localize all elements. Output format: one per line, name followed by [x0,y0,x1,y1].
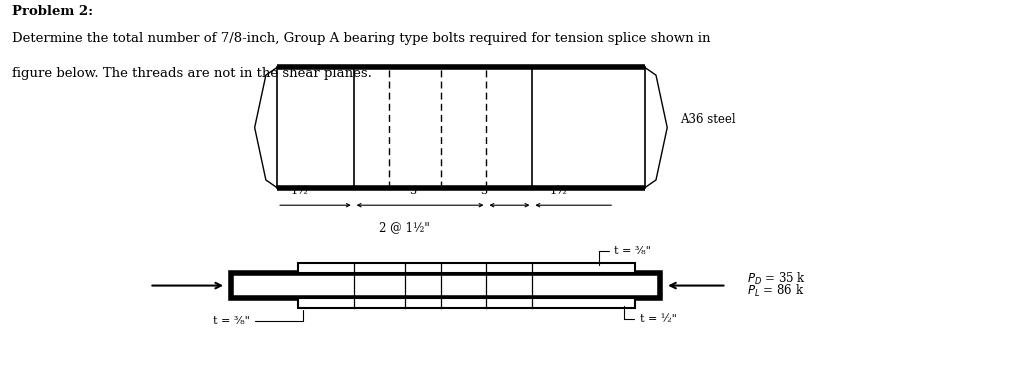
Bar [298,264,635,273]
Text: 2 @ 1½": 2 @ 1½" [380,221,430,234]
Text: t = ³⁄₈": t = ³⁄₈" [599,246,651,265]
Text: t = ³⁄₈": t = ³⁄₈" [213,310,303,326]
Text: 1½": 1½" [550,185,572,196]
Text: A36 steel: A36 steel [681,113,736,126]
Text: Determine the total number of 7/8-inch, Group A bearing type bolts required for : Determine the total number of 7/8-inch, … [11,32,710,45]
Text: Problem 2:: Problem 2: [11,5,93,18]
Text: 3": 3" [409,185,421,196]
Text: 3": 3" [480,185,493,196]
Bar [298,298,635,308]
Text: $P_L$ = 86 k: $P_L$ = 86 k [746,283,804,299]
Text: $P_D$ = 35 k: $P_D$ = 35 k [746,271,806,287]
Text: t = ½": t = ½" [625,306,677,324]
Bar [231,273,660,298]
Text: figure below. The threads are not in the shear planes.: figure below. The threads are not in the… [11,67,372,81]
Text: 1½": 1½" [291,185,314,196]
